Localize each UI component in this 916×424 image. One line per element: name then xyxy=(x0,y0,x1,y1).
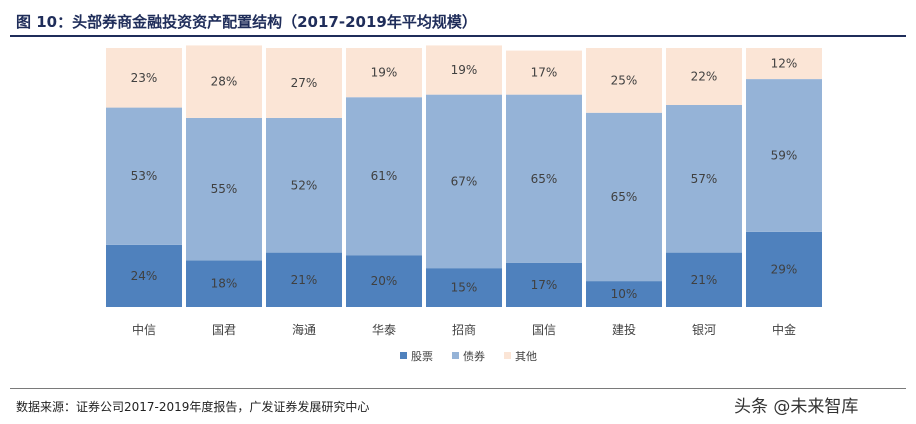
legend-label: 债券 xyxy=(463,349,485,363)
data-label: 67% xyxy=(451,174,478,188)
data-label: 12% xyxy=(771,57,798,71)
x-tick-label: 建投 xyxy=(612,322,636,337)
legend-label: 股票 xyxy=(411,350,433,363)
bar-segment xyxy=(506,262,582,307)
bar-segment xyxy=(426,45,502,95)
data-label: 21% xyxy=(291,273,318,287)
bar-segment xyxy=(186,260,262,307)
bar-segment xyxy=(346,255,422,307)
data-label: 65% xyxy=(611,190,638,204)
data-label: 17% xyxy=(531,66,558,80)
data-label: 29% xyxy=(771,262,798,276)
legend-swatch xyxy=(400,352,407,359)
bar-segment xyxy=(186,45,262,118)
x-tick-label: 招商 xyxy=(452,322,476,337)
data-label: 53% xyxy=(131,169,158,183)
bar-segment xyxy=(266,48,342,118)
data-label: 17% xyxy=(531,278,558,292)
source-rule xyxy=(10,388,906,389)
data-label: 25% xyxy=(611,73,638,87)
bar-segment xyxy=(106,244,182,307)
bar-segment xyxy=(666,104,742,253)
data-label: 28% xyxy=(211,75,238,89)
bar-segment xyxy=(746,48,822,80)
legend-swatch xyxy=(452,352,459,359)
data-label: 19% xyxy=(451,63,478,77)
bar-segment xyxy=(506,94,582,263)
data-label: 23% xyxy=(131,71,158,85)
data-label: 22% xyxy=(691,69,718,83)
data-label: 27% xyxy=(291,76,318,90)
x-tick-label: 银河 xyxy=(692,323,716,337)
data-label: 57% xyxy=(691,172,718,186)
x-tick-label: 华泰 xyxy=(372,323,396,337)
data-label: 61% xyxy=(371,169,398,183)
bar-segment xyxy=(586,48,662,113)
bar-segment xyxy=(266,252,342,307)
bar-segment xyxy=(426,268,502,307)
bar-segment xyxy=(666,48,742,105)
figure-header: 图 10：头部券商金融投资资产配置结构（2017-2019年平均规模） xyxy=(10,8,906,34)
data-label: 19% xyxy=(371,66,398,80)
data-label: 10% xyxy=(611,287,638,301)
x-tick-label: 海通 xyxy=(292,322,316,337)
data-label: 20% xyxy=(371,274,398,288)
bar-segment xyxy=(266,117,342,253)
watermark-text: 头条 @未来智库 xyxy=(734,397,859,417)
data-label: 55% xyxy=(211,182,238,196)
data-label: 52% xyxy=(291,178,318,192)
source-note: 数据来源：证券公司2017-2019年度报告，广发证券发展研究中心 xyxy=(16,400,370,414)
data-label: 15% xyxy=(451,281,478,295)
data-label: 65% xyxy=(531,172,558,186)
title-rule xyxy=(10,35,906,37)
figure-title: 图 10：头部券商金融投资资产配置结构（2017-2019年平均规模） xyxy=(16,13,477,31)
bar-segment xyxy=(346,48,422,98)
x-tick-label: 中金 xyxy=(772,322,796,337)
bar-segment xyxy=(666,252,742,307)
bar-segment xyxy=(746,231,822,307)
bar-segment xyxy=(186,117,262,261)
bar-segment xyxy=(586,281,662,307)
bar-segment xyxy=(586,112,662,282)
x-tick-label: 中信 xyxy=(132,322,156,337)
x-tick-label: 国君 xyxy=(212,323,236,337)
bar-segment xyxy=(426,94,502,269)
legend-swatch xyxy=(504,352,511,359)
bar-segment xyxy=(746,79,822,232)
bar-segment xyxy=(106,48,182,108)
bar-segment xyxy=(346,97,422,256)
data-label: 21% xyxy=(691,273,718,287)
data-label: 18% xyxy=(211,277,238,291)
x-tick-label: 国信 xyxy=(532,323,556,337)
bar-segment xyxy=(106,107,182,245)
data-label: 24% xyxy=(131,269,158,283)
legend-label: 其他 xyxy=(515,350,537,363)
bar-segment xyxy=(506,50,582,95)
data-label: 59% xyxy=(771,148,798,162)
